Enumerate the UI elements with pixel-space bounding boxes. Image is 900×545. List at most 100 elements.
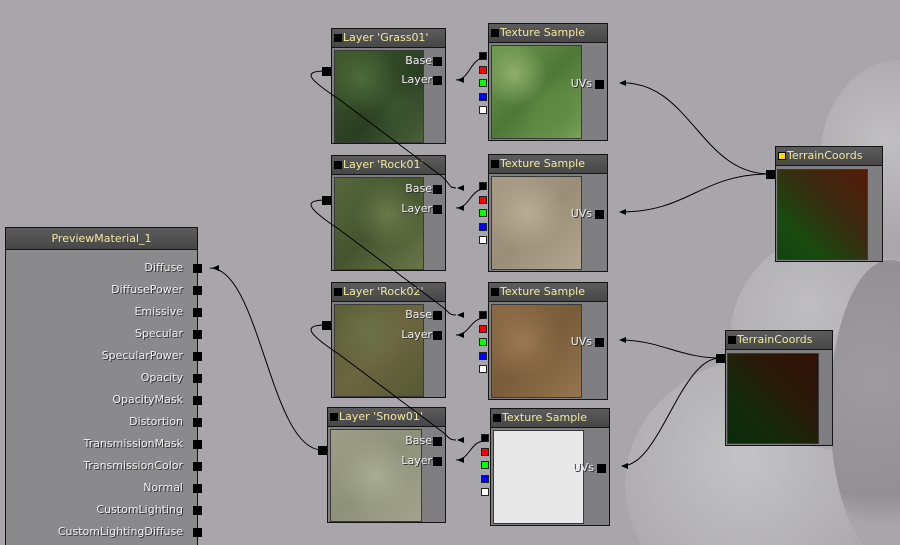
terrain-coords-title: TerrainCoords [776,147,882,166]
material-input-pin[interactable] [193,264,202,273]
base-input-pin[interactable] [433,57,442,66]
material-input-label: Distortion [129,415,183,428]
texture-sample-node[interactable]: Texture Sample UVs [488,154,608,272]
material-input-label: Normal [143,481,183,494]
wire-arrowhead [457,457,464,463]
wire-arrowhead [457,77,464,83]
uvs-input-pin[interactable] [595,338,604,347]
base-pin-label: Base [405,308,432,321]
material-input-label: CustomLighting [96,503,183,516]
material-input-pin[interactable] [193,308,202,317]
wire-arrowhead [457,185,464,191]
uvs-input-pin[interactable] [595,80,604,89]
texture-sample-title: Texture Sample [489,283,607,302]
alpha-channel-pin[interactable] [479,236,487,244]
layer-node-snow01[interactable]: Layer 'Snow01' Base Layer [327,407,446,523]
rgb-output-pin[interactable] [479,311,487,319]
texture-sample-node[interactable]: Texture Sample UVs [488,282,608,400]
wire-arrowhead [619,209,626,215]
texture-preview-image [491,176,582,270]
terrain-coords-output-pin[interactable] [716,354,725,363]
material-input-pin[interactable] [193,352,202,361]
layer-input-pin[interactable] [433,76,442,85]
texture-sample-title: Texture Sample [491,409,609,428]
uvs-input-pin[interactable] [597,464,606,473]
material-input-pin[interactable] [193,374,202,383]
terrain-coords-output-pin[interactable] [766,170,775,179]
material-input-pin[interactable] [193,440,202,449]
layer-preview-image [330,429,422,522]
material-input-pin[interactable] [193,418,202,427]
material-input-pin[interactable] [193,330,202,339]
texture-sample-title: Texture Sample [489,155,607,174]
rgb-output-pin[interactable] [479,182,487,190]
material-input-label: Specular [134,327,183,340]
uvs-label: UVs [570,335,592,348]
green-channel-pin[interactable] [479,338,487,346]
material-input-pin[interactable] [193,506,202,515]
wire-snow-to-diffuse [209,267,323,451]
base-input-pin[interactable] [433,311,442,320]
blue-channel-pin[interactable] [479,351,487,360]
layer-node-title: Layer 'Snow01' [328,408,445,427]
layer-node-title: Layer 'Rock01' [332,156,445,175]
blue-channel-pin[interactable] [481,474,489,483]
layer-input-pin[interactable] [433,331,442,340]
alpha-channel-pin[interactable] [479,365,487,373]
layer-output-pin[interactable] [318,446,327,455]
material-input-label: TransmissionColor [83,459,183,472]
uvs-label: UVs [570,77,592,90]
layer-output-pin[interactable] [322,321,331,330]
texture-sample-node[interactable]: Texture Sample UVs [490,408,610,526]
material-input-pin[interactable] [193,484,202,493]
layer-node-rock02[interactable]: Layer 'Rock02' Base Layer [331,282,446,398]
base-input-pin[interactable] [433,185,442,194]
red-channel-pin[interactable] [479,65,487,74]
layer-node-title: Layer 'Grass01' [332,29,445,48]
terrain-coords-title: TerrainCoords [726,331,832,350]
red-channel-pin[interactable] [481,447,489,456]
layer-node-rock01[interactable]: Layer 'Rock01' Base Layer [331,155,446,271]
green-channel-pin[interactable] [479,79,487,87]
wire-terrain1-to-tex2-uvs [619,173,771,213]
wire-arrowhead [212,265,219,271]
rgb-output-pin[interactable] [479,52,487,60]
layer-output-pin[interactable] [322,67,331,76]
terrain-coords-preview [727,353,819,444]
terrain-coords-node[interactable]: TerrainCoords [775,146,883,262]
blue-channel-pin[interactable] [479,222,487,231]
layer-input-pin[interactable] [433,205,442,214]
alpha-channel-pin[interactable] [481,488,489,496]
green-channel-pin[interactable] [479,209,487,217]
alpha-channel-pin[interactable] [479,106,487,114]
uvs-input-pin[interactable] [595,210,604,219]
material-input-pin[interactable] [193,528,202,537]
wire-arrowhead [457,205,464,211]
wire-arrowhead [457,332,464,338]
material-input-pin[interactable] [193,462,202,471]
material-input-label: SpecularPower [101,349,183,362]
texture-sample-node[interactable]: Texture Sample UVs [488,23,608,141]
green-channel-pin[interactable] [481,461,489,469]
uvs-label: UVs [572,461,594,474]
blue-channel-pin[interactable] [479,92,487,101]
layer-pin-label: Layer [401,454,432,467]
material-input-pin[interactable] [193,396,202,405]
layer-node-grass01[interactable]: Layer 'Grass01' Base Layer [331,28,446,144]
red-channel-pin[interactable] [479,324,487,333]
wire-arrowhead [619,80,626,86]
material-input-label: Diffuse [144,261,183,274]
rgb-output-pin[interactable] [481,434,489,442]
preview-material-node[interactable]: PreviewMaterial_1 Diffuse DiffusePower Emi… [5,227,202,545]
base-pin-label: Base [405,434,432,447]
red-channel-pin[interactable] [479,195,487,204]
layer-pin-label: Layer [401,73,432,86]
material-input-pin[interactable] [193,286,202,295]
layer-output-pin[interactable] [322,196,331,205]
base-input-pin[interactable] [433,437,442,446]
terrain-coords-node[interactable]: TerrainCoords [725,330,833,446]
preview-material-title: PreviewMaterial_1 [6,228,197,250]
layer-pin-label: Layer [401,202,432,215]
layer-input-pin[interactable] [433,457,442,466]
